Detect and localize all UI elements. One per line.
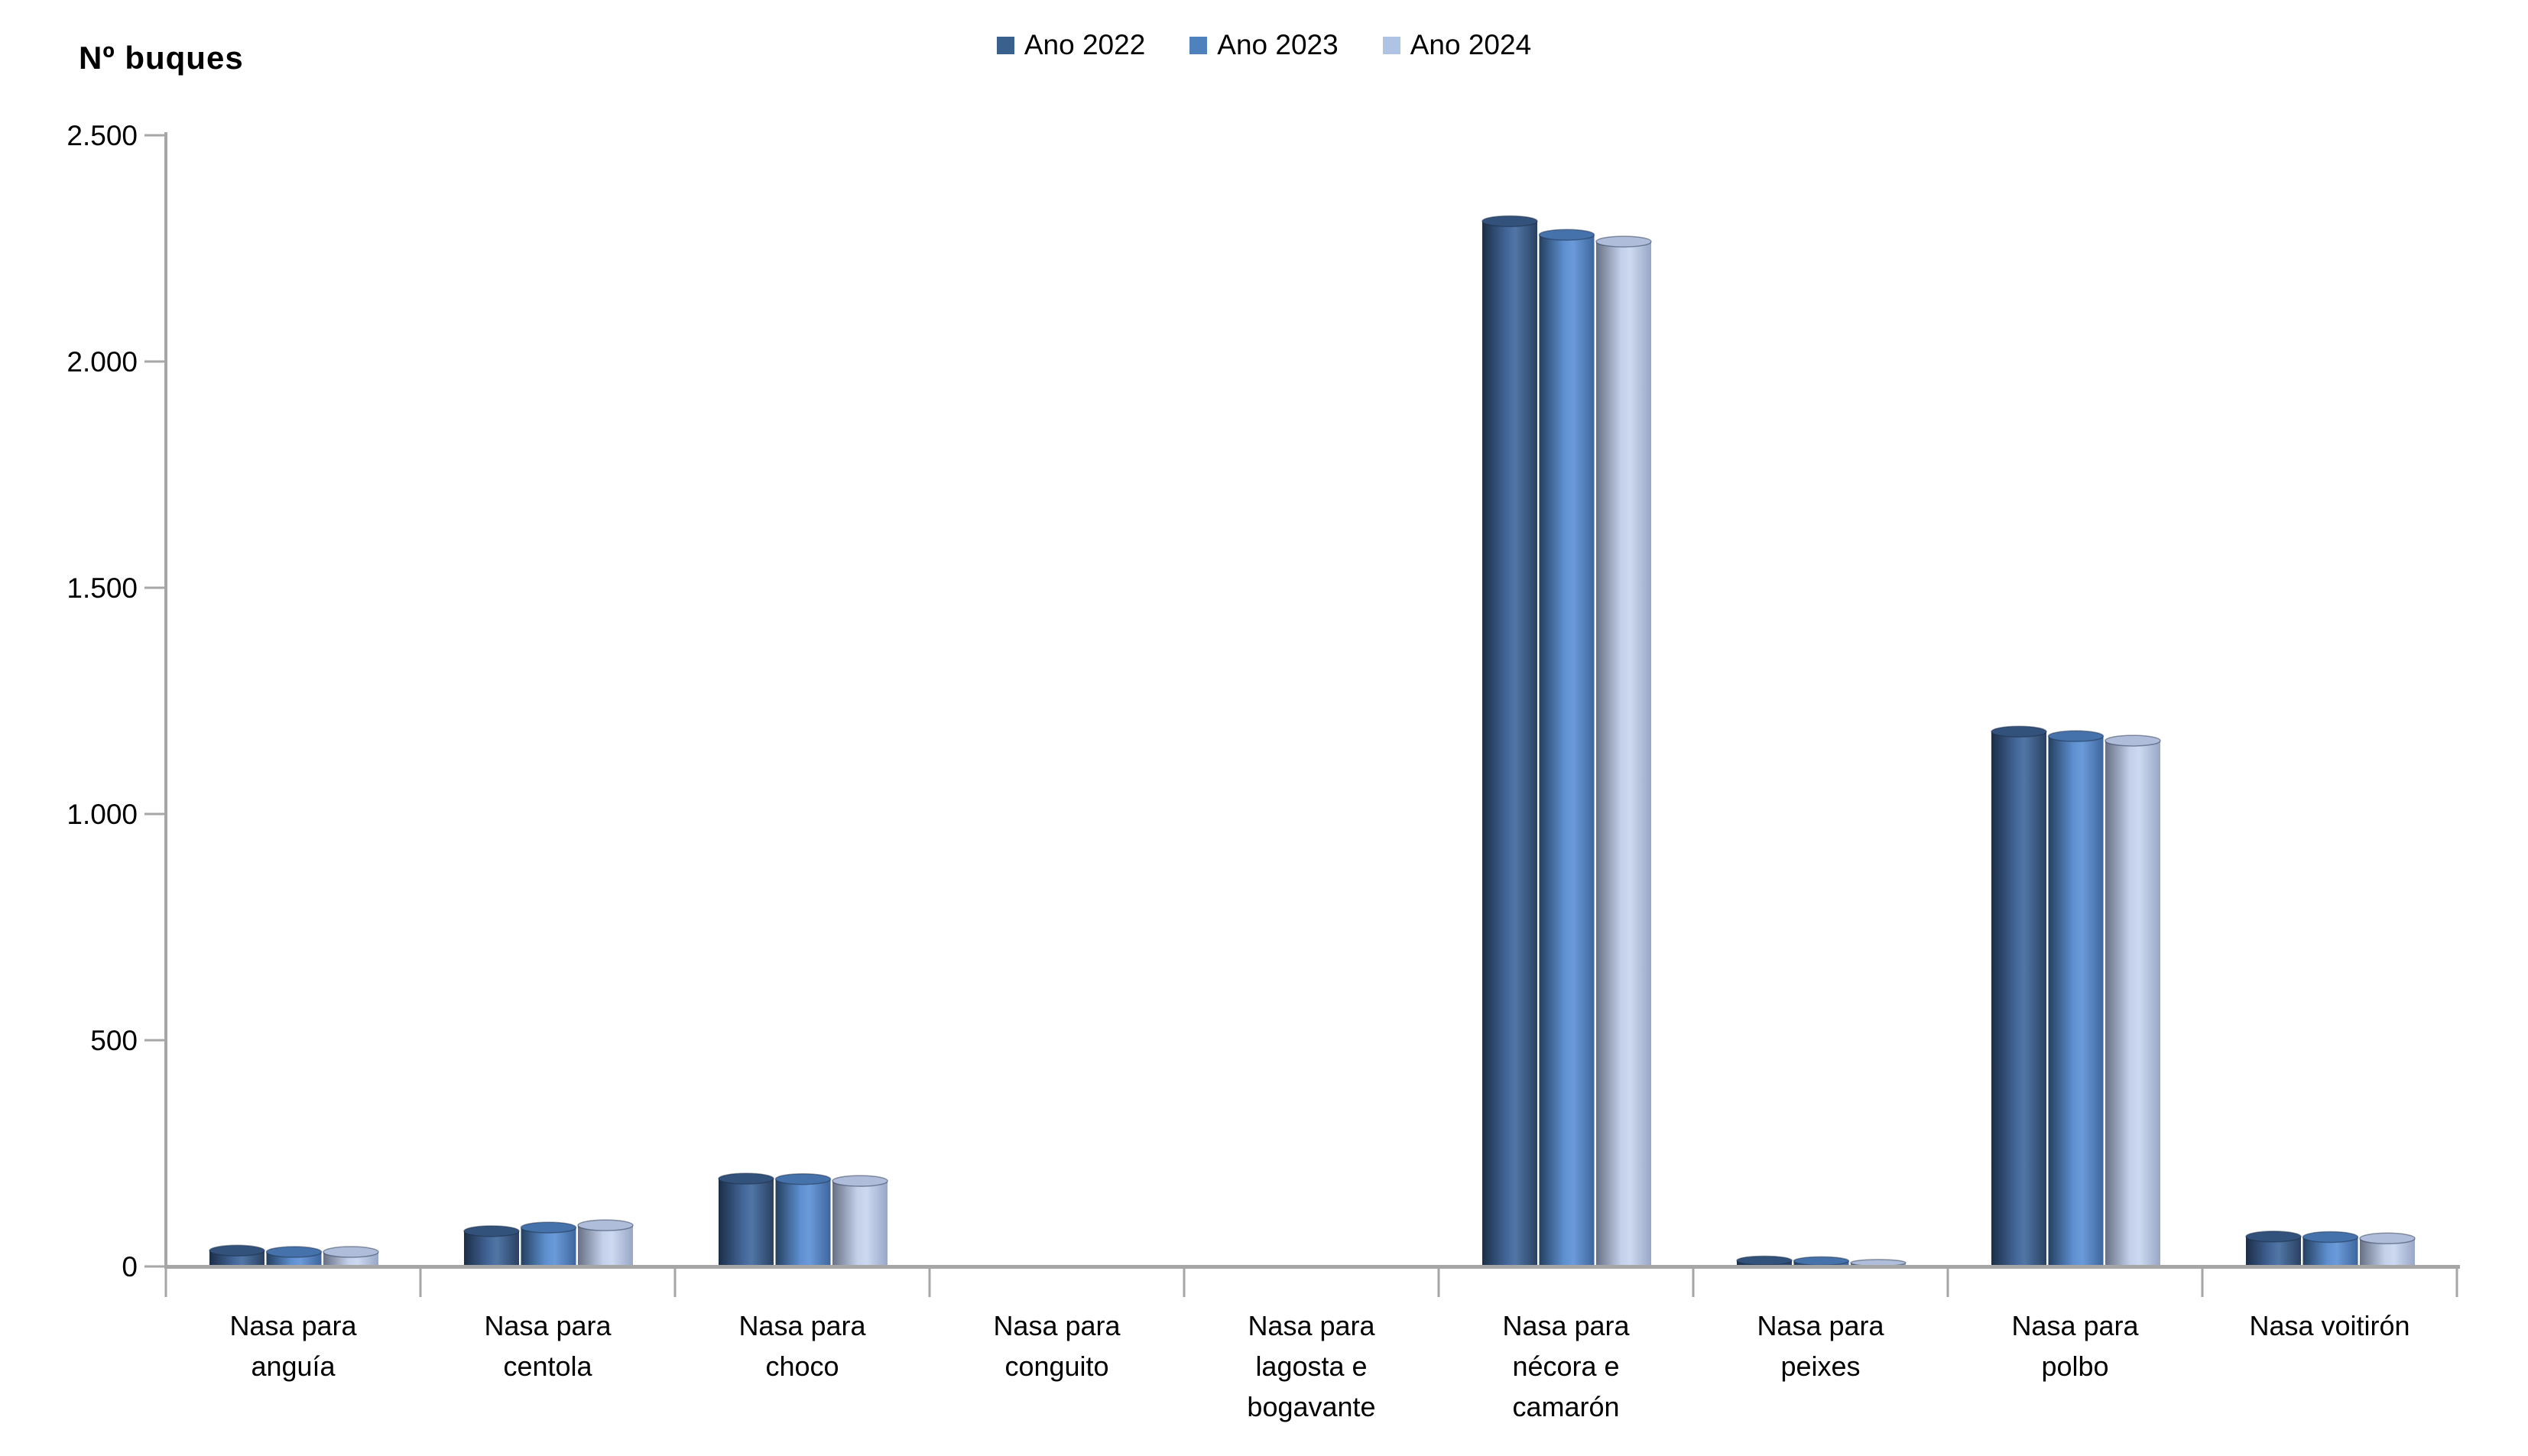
bar-cap-ano-2022-nasa-para-centola xyxy=(463,1225,520,1237)
y-axis-line xyxy=(164,132,167,1268)
legend-label: Ano 2024 xyxy=(1410,29,1532,60)
bar-cap-ano-2023-nasa-para-necora-e-camaron xyxy=(1538,229,1595,241)
bar-cap-ano-2024-nasa-para-necora-e-camaron xyxy=(1595,235,1652,248)
bar-cap-ano-2023-nasa-para-centola xyxy=(520,1221,577,1234)
y-axis-tick-label: 2.500 xyxy=(67,120,138,151)
bar-ano-2023-nasa-para-centola xyxy=(521,1227,576,1266)
chart-title: Nº buques xyxy=(79,40,244,76)
legend-item-ano-2024: Ano 2024 xyxy=(1382,29,1532,61)
bar-cap-ano-2023-nasa-para-polbo xyxy=(2047,730,2105,742)
bar-cap-ano-2022-nasa-para-anguia xyxy=(209,1244,265,1257)
legend: Ano 2022 Ano 2023 Ano 2024 xyxy=(0,29,2528,61)
y-axis-tick-label: 1.000 xyxy=(67,799,138,830)
x-axis-line xyxy=(164,1265,2460,1269)
bar-ano-2024-nasa-para-necora-e-camaron xyxy=(1596,242,1651,1266)
legend-swatch-icon xyxy=(996,36,1014,54)
category-label-nasa-para-necora-e-camaron: Nasa para nécora e camarón xyxy=(1502,1310,1630,1422)
bar-ano-2023-nasa-para-choco xyxy=(775,1179,831,1266)
category-label-nasa-para-peixes: Nasa para peixes xyxy=(1757,1310,1884,1382)
y-axis-tick-label: 0 xyxy=(122,1251,138,1283)
bar-ano-2022-nasa-para-polbo xyxy=(1991,731,2046,1266)
y-axis-tick-label: 1.500 xyxy=(67,572,138,604)
category-label-nasa-para-anguia: Nasa para anguía xyxy=(229,1310,357,1382)
bar-cap-ano-2023-nasa-para-choco xyxy=(774,1172,832,1185)
bar-ano-2024-nasa-para-choco xyxy=(832,1181,888,1266)
bar-cap-ano-2022-nasa-para-polbo xyxy=(1991,725,2047,738)
category-label-nasa-para-centola: Nasa para centola xyxy=(484,1310,612,1382)
bar-ano-2024-nasa-para-polbo xyxy=(2105,741,2160,1266)
category-label-nasa-para-lagosta-e-bogavante: Nasa para lagosta e bogavante xyxy=(1247,1310,1375,1422)
category-label-nasa-para-polbo: Nasa para polbo xyxy=(2011,1310,2139,1382)
bar-cap-ano-2022-nasa-voitiron xyxy=(2245,1231,2302,1243)
legend-swatch-icon xyxy=(1189,36,1208,54)
legend-swatch-icon xyxy=(1382,36,1400,54)
bar-ano-2023-nasa-para-polbo xyxy=(2048,736,2104,1266)
category-label-nasa-voitiron: Nasa voitirón xyxy=(2249,1310,2410,1341)
legend-item-ano-2022: Ano 2022 xyxy=(996,29,1146,61)
bar-cap-ano-2022-nasa-para-peixes xyxy=(1736,1255,1793,1266)
bar-ano-2023-nasa-para-necora-e-camaron xyxy=(1539,235,1595,1266)
category-label-nasa-para-choco: Nasa para choco xyxy=(738,1310,866,1382)
bar-cap-ano-2022-nasa-para-choco xyxy=(718,1172,774,1185)
bar-cap-ano-2024-nasa-para-choco xyxy=(832,1175,888,1187)
y-axis-tick-label: 2.000 xyxy=(67,346,138,378)
y-axis-tick-label: 500 xyxy=(90,1025,138,1056)
bar-cap-ano-2023-nasa-para-anguia xyxy=(265,1246,323,1258)
bar-ano-2024-nasa-para-centola xyxy=(578,1225,633,1266)
bar-cap-ano-2024-nasa-para-centola xyxy=(577,1219,634,1231)
bar-ano-2022-nasa-para-choco xyxy=(719,1179,774,1266)
bar-cap-ano-2023-nasa-para-peixes xyxy=(1793,1256,1850,1266)
legend-item-ano-2023: Ano 2023 xyxy=(1189,29,1339,61)
bar-ano-2022-nasa-para-centola xyxy=(464,1231,519,1266)
category-label-nasa-para-conguito: Nasa para conguito xyxy=(993,1310,1121,1382)
bar-ano-2022-nasa-para-necora-e-camaron xyxy=(1482,221,1537,1267)
legend-label: Ano 2022 xyxy=(1024,29,1146,60)
bar-cap-ano-2024-nasa-para-anguia xyxy=(323,1246,379,1258)
bar-cap-ano-2022-nasa-para-necora-e-camaron xyxy=(1481,215,1538,228)
bar-cap-ano-2024-nasa-voitiron xyxy=(2359,1232,2416,1245)
bar-cap-ano-2024-nasa-para-polbo xyxy=(2105,734,2161,747)
legend-label: Ano 2023 xyxy=(1217,29,1339,60)
bar-cap-ano-2023-nasa-voitiron xyxy=(2302,1231,2359,1244)
